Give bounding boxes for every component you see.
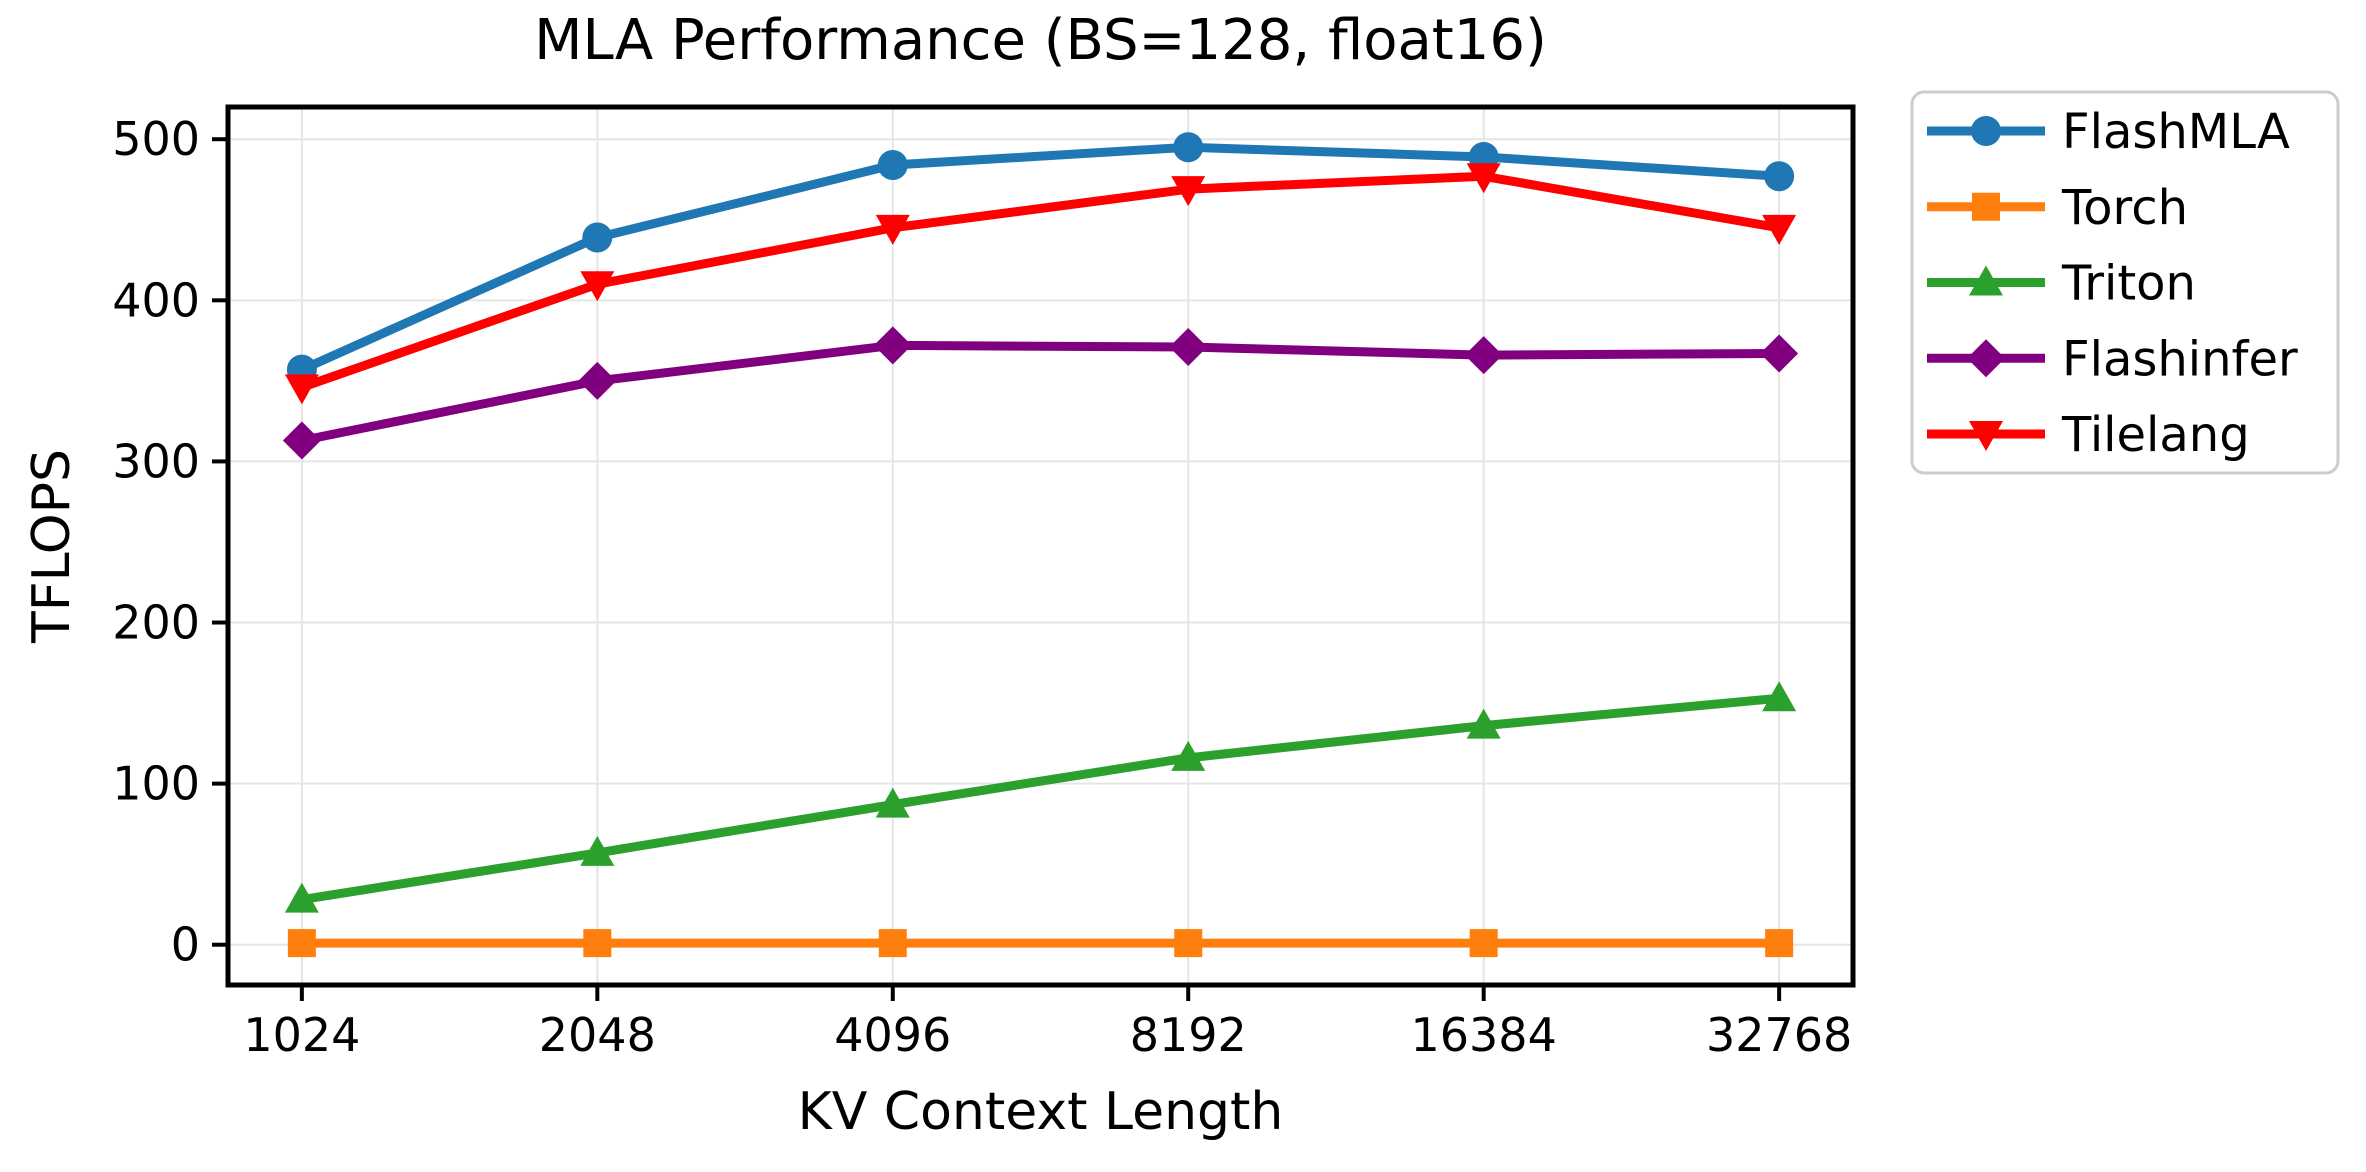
x-tick-label: 2048 (539, 1008, 656, 1062)
triangle-up-marker (875, 787, 910, 818)
x-tick-label: 8192 (1130, 1008, 1247, 1062)
diamond-marker (282, 421, 321, 460)
legend-entry-tilelang: Tilelang (1927, 407, 2250, 463)
circle-marker (1764, 161, 1795, 192)
diamond-marker (578, 361, 617, 400)
triangle-down-marker (875, 214, 910, 245)
legend-square-marker (1972, 192, 2000, 221)
triangle-up-marker (284, 882, 319, 913)
legend-label: Flashinfer (2062, 331, 2298, 387)
square-marker (1765, 929, 1794, 958)
legend-entry-triton: Triton (1927, 256, 2196, 312)
legend-entry-flashinfer: Flashinfer (1927, 331, 2298, 387)
diamond-marker (1464, 336, 1503, 375)
legend-circle-marker (1971, 116, 2001, 146)
legend-label: Torch (2061, 180, 2188, 236)
y-axis: 0 100 200 300 400 500 (112, 112, 228, 972)
triangle-down-marker (1762, 214, 1797, 245)
legend-triangle-up-marker (1969, 265, 2003, 296)
x-tick-label: 4096 (834, 1008, 951, 1062)
legend-label: Tilelang (2061, 407, 2250, 463)
square-marker (878, 929, 907, 958)
y-axis-label: TFLOPS (22, 448, 82, 644)
y-tick-label: 100 (112, 757, 200, 811)
square-marker (287, 929, 316, 958)
square-marker (1174, 929, 1203, 958)
series-torch (287, 929, 1794, 958)
circle-marker (877, 149, 908, 180)
series-tilelang (284, 163, 1797, 405)
triangle-down-marker (1171, 176, 1206, 207)
legend-box (1910, 90, 2340, 475)
x-axis: 1024 2048 4096 8192 16384 32768 (243, 985, 1852, 1062)
triangle-up-marker (580, 835, 615, 866)
legend-label: FlashMLA (2062, 104, 2290, 160)
triangle-down-marker (580, 271, 615, 302)
circle-marker (582, 222, 613, 253)
triangle-up-marker (1466, 708, 1501, 739)
legend-diamond-marker (1967, 339, 2005, 378)
square-marker (583, 929, 612, 958)
series-flashinfer (282, 326, 1799, 460)
x-tick-label: 16384 (1411, 1008, 1557, 1062)
circle-marker (1173, 132, 1204, 163)
triangle-down-marker (284, 374, 319, 405)
y-tick-label: 0 (171, 918, 200, 972)
series-line-flashinfer (297, 340, 1784, 445)
grid (228, 107, 1853, 985)
legend: FlashMLA Torch Triton Flashinfer Tilelang (1910, 90, 2340, 475)
diamond-marker (1169, 328, 1208, 367)
plot-border (225, 104, 1856, 988)
triangle-up-marker (1171, 740, 1206, 771)
y-tick-label: 400 (112, 273, 200, 327)
legend-entry-flashmla: FlashMLA (1927, 104, 2290, 160)
series-flashmla (286, 132, 1795, 385)
y-tick-label: 200 (112, 596, 200, 650)
series-line-triton (297, 693, 1784, 905)
triangle-up-marker (1762, 681, 1797, 712)
series-line-flashmla (297, 142, 1784, 375)
legend-label: Triton (2061, 256, 2196, 312)
y-tick-label: 300 (112, 434, 200, 488)
legend-triangle-down-marker (1969, 421, 2003, 451)
x-tick-label: 1024 (243, 1008, 360, 1062)
diamond-marker (1760, 334, 1799, 373)
diamond-marker (873, 326, 912, 365)
x-axis-label: KV Context Length (797, 1082, 1284, 1142)
square-marker (1469, 929, 1498, 958)
y-tick-label: 500 (112, 112, 200, 166)
chart-title: MLA Performance (BS=128, float16) (534, 8, 1547, 73)
series-line-tilelang (297, 171, 1784, 392)
series-triton (284, 681, 1797, 913)
legend-entry-torch: Torch (1927, 180, 2188, 236)
triangle-down-marker (1466, 163, 1501, 194)
x-tick-label: 32768 (1706, 1008, 1852, 1062)
